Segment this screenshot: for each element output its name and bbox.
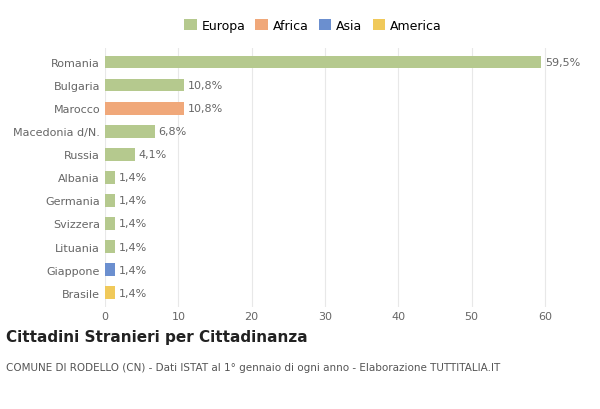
Bar (105, 195, 115, 207)
Text: 6,8%: 6,8% (158, 127, 187, 137)
Bar (105, 172, 115, 184)
Text: 1,4%: 1,4% (119, 242, 147, 252)
Text: 1,4%: 1,4% (119, 196, 147, 206)
Bar (105, 56, 541, 69)
Text: 1,4%: 1,4% (119, 265, 147, 275)
Legend: Europa, Africa, Asia, America: Europa, Africa, Asia, America (179, 15, 447, 38)
Text: 4,1%: 4,1% (139, 150, 167, 160)
Text: 1,4%: 1,4% (119, 173, 147, 183)
Text: Cittadini Stranieri per Cittadinanza: Cittadini Stranieri per Cittadinanza (6, 329, 308, 344)
Text: 10,8%: 10,8% (188, 81, 223, 91)
Bar (105, 218, 115, 230)
Text: 1,4%: 1,4% (119, 288, 147, 298)
Bar (105, 264, 115, 276)
Text: COMUNE DI RODELLO (CN) - Dati ISTAT al 1° gennaio di ogni anno - Elaborazione TU: COMUNE DI RODELLO (CN) - Dati ISTAT al 1… (6, 362, 500, 372)
Text: 10,8%: 10,8% (188, 104, 223, 114)
Bar (105, 148, 135, 161)
Bar (105, 126, 155, 138)
Bar (105, 287, 115, 299)
Bar (105, 240, 115, 253)
Text: 1,4%: 1,4% (119, 219, 147, 229)
Bar (105, 103, 184, 115)
Bar (105, 80, 184, 92)
Text: 59,5%: 59,5% (545, 58, 580, 68)
